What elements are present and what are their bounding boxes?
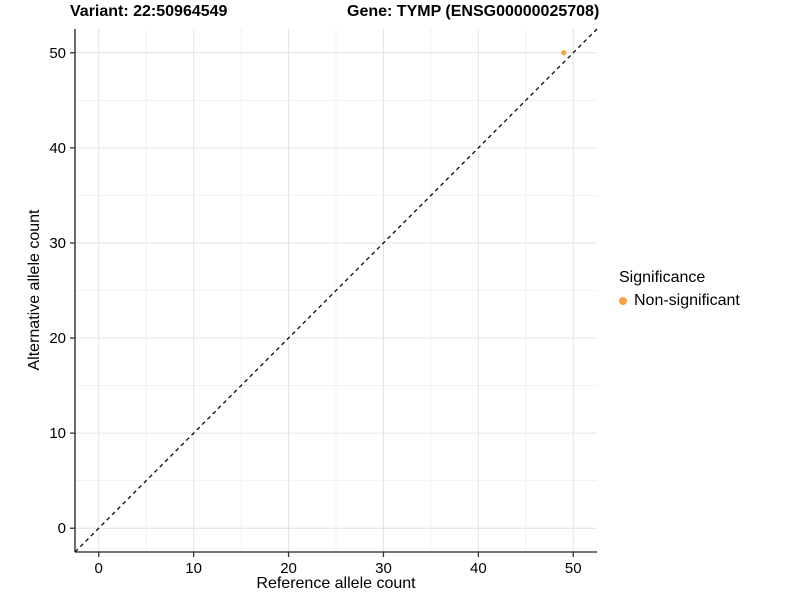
x-tick-label: 40 xyxy=(470,560,487,577)
y-axis-title: Alternative allele count xyxy=(26,209,43,371)
y-tick-label: 10 xyxy=(49,425,66,442)
identity-dashed-line xyxy=(74,28,598,553)
legend-item-non-significant: Non-significant xyxy=(619,292,740,310)
x-tick-label: 10 xyxy=(185,560,202,577)
x-axis-title: Reference allele count xyxy=(256,575,416,592)
y-tick-label: 40 xyxy=(49,140,66,157)
legend-dot-icon xyxy=(619,297,627,305)
gene-title: Gene: TYMP (ENSG00000025708) xyxy=(347,3,600,20)
variant-title: Variant: 22:50964549 xyxy=(70,3,228,20)
y-tick-label: 0 xyxy=(58,520,66,537)
legend-title: Significance xyxy=(619,269,706,286)
data-point xyxy=(561,50,567,56)
x-tick-label: 20 xyxy=(280,560,297,577)
x-tick-label: 50 xyxy=(565,560,582,577)
legend: Significance Non-significant xyxy=(619,269,740,310)
y-tick-label: 50 xyxy=(49,45,66,62)
legend-item-label: Non-significant xyxy=(634,292,740,309)
y-tick-label: 20 xyxy=(49,330,66,347)
x-tick-label: 30 xyxy=(375,560,392,577)
y-tick-label: 30 xyxy=(49,235,66,252)
x-tick-label: 0 xyxy=(95,560,103,577)
